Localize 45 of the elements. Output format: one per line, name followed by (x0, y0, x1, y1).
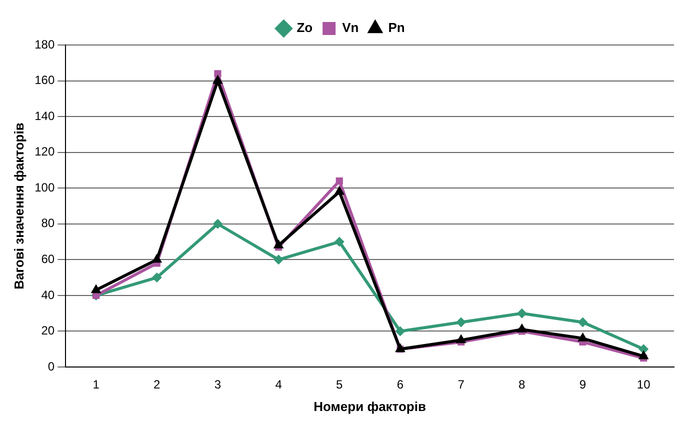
point (456, 317, 466, 328)
x-tick-label: 3 (214, 378, 222, 392)
point (90, 284, 102, 294)
y-tick-label: 120 (34, 144, 55, 159)
point (395, 343, 406, 352)
x-tick-label: 4 (275, 378, 282, 392)
point (578, 332, 588, 342)
y-tick-label: 100 (34, 180, 55, 194)
y-tick-label: 20 (41, 324, 55, 338)
y-tick-label: 40 (41, 288, 55, 302)
legend-label: Zo (296, 20, 313, 36)
point (214, 70, 222, 78)
x-tick-label: 2 (154, 378, 161, 392)
point (336, 177, 343, 184)
point (578, 317, 588, 328)
point (212, 218, 223, 229)
point (516, 323, 528, 332)
point (395, 326, 406, 336)
y-tick-label: 160 (34, 73, 55, 88)
point (152, 272, 162, 283)
point (152, 254, 162, 263)
point (516, 308, 527, 318)
y-tick-label: 60 (41, 252, 55, 266)
y-axis-title: Вагові значення факторів (11, 122, 26, 290)
y-tick-label: 0 (48, 359, 55, 374)
point (274, 254, 284, 265)
x-tick-label: 9 (579, 378, 586, 392)
x-tick-label: 10 (636, 378, 651, 392)
x-tick-label: 1 (92, 378, 100, 392)
x-axis-title: Номери факторів (314, 398, 426, 414)
x-tick-label: 7 (458, 378, 465, 392)
y-tick-label: 180 (34, 37, 55, 52)
y-tick-label: 80 (41, 216, 55, 230)
y-tick-label: 140 (34, 108, 55, 123)
legend-label: Vn (342, 20, 359, 36)
point (334, 236, 344, 247)
point (273, 239, 284, 248)
x-tick-label: 6 (396, 378, 404, 392)
x-tick-label: 5 (336, 378, 344, 392)
legend-label: Pn (388, 20, 405, 36)
point (456, 334, 466, 344)
point (212, 74, 223, 84)
x-tick-label: 8 (518, 378, 526, 392)
point (638, 350, 649, 360)
point (334, 186, 345, 195)
